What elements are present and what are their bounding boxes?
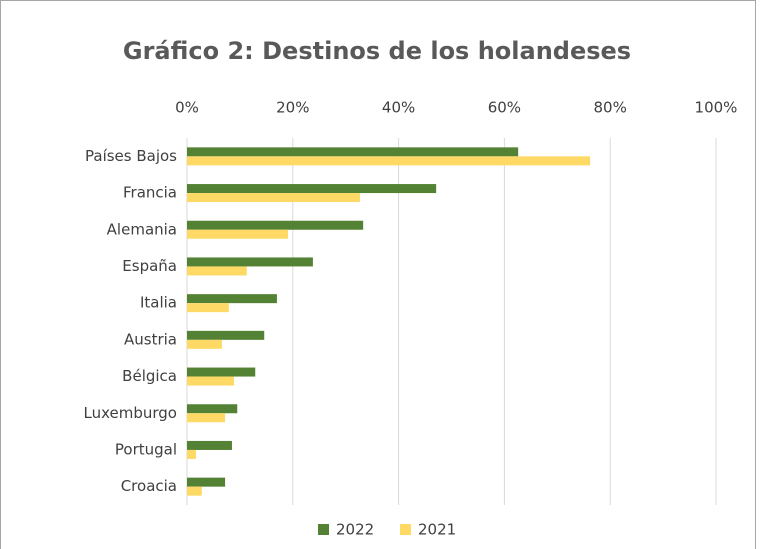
x-tick-label: 100%	[695, 99, 738, 117]
bar	[187, 229, 289, 239]
bar	[187, 156, 591, 166]
bar	[187, 367, 256, 377]
y-tick-label: Portugal	[115, 440, 177, 458]
y-tick-label: Austria	[124, 330, 177, 348]
bar	[187, 404, 238, 414]
x-tick-label: 80%	[594, 99, 627, 117]
bar	[187, 303, 229, 313]
y-tick-label: Francia	[123, 184, 177, 202]
y-tick-label: Países Bajos	[85, 147, 177, 165]
x-tick-label: 20%	[276, 99, 309, 117]
bar	[187, 413, 226, 423]
chart-title: Gráfico 2: Destinos de los holandeses	[123, 37, 631, 65]
x-tick-label: 40%	[382, 99, 415, 117]
bar	[187, 266, 247, 276]
bar	[187, 339, 222, 349]
legend-label: 2022	[336, 521, 374, 539]
legend-label: 2021	[418, 521, 456, 539]
bar	[187, 477, 226, 487]
x-tick-label: 0%	[175, 99, 199, 117]
bar	[187, 330, 265, 340]
y-tick-label: Bélgica	[122, 367, 177, 385]
bar	[187, 257, 313, 267]
bar	[187, 449, 196, 459]
bar	[187, 147, 519, 157]
y-tick-label: Luxemburgo	[84, 404, 178, 422]
bar	[187, 294, 277, 304]
bar	[187, 440, 232, 450]
legend-swatch	[400, 524, 411, 535]
y-tick-label: España	[122, 257, 177, 275]
y-tick-label: Italia	[140, 294, 177, 312]
y-tick-label: Croacia	[121, 477, 177, 495]
y-tick-label: Alemania	[107, 220, 177, 238]
bar	[187, 193, 360, 203]
bar	[187, 220, 364, 230]
bar	[187, 376, 235, 386]
bar	[187, 184, 437, 194]
bar	[187, 486, 202, 496]
legend-swatch	[318, 524, 329, 535]
x-tick-label: 60%	[488, 99, 521, 117]
